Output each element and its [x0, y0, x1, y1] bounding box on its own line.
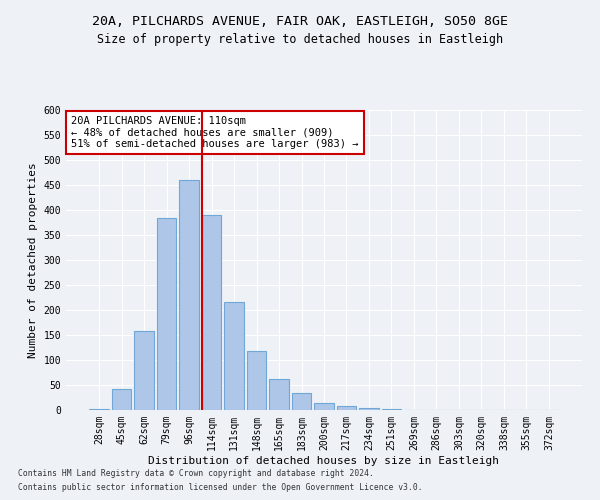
X-axis label: Distribution of detached houses by size in Eastleigh: Distribution of detached houses by size …: [149, 456, 499, 466]
Text: 20A PILCHARDS AVENUE: 110sqm
← 48% of detached houses are smaller (909)
51% of s: 20A PILCHARDS AVENUE: 110sqm ← 48% of de…: [71, 116, 359, 149]
Bar: [359, 408, 379, 410]
Text: Contains public sector information licensed under the Open Government Licence v3: Contains public sector information licen…: [18, 484, 422, 492]
Bar: [337, 406, 356, 410]
Text: Contains HM Land Registry data © Crown copyright and database right 2024.: Contains HM Land Registry data © Crown c…: [18, 468, 374, 477]
Bar: [134, 331, 154, 410]
Bar: [157, 218, 176, 410]
Y-axis label: Number of detached properties: Number of detached properties: [28, 162, 38, 358]
Bar: [292, 392, 311, 410]
Bar: [112, 388, 131, 410]
Bar: [89, 408, 109, 410]
Bar: [202, 215, 221, 410]
Bar: [269, 378, 289, 410]
Bar: [314, 402, 334, 410]
Bar: [247, 351, 266, 410]
Bar: [179, 180, 199, 410]
Text: 20A, PILCHARDS AVENUE, FAIR OAK, EASTLEIGH, SO50 8GE: 20A, PILCHARDS AVENUE, FAIR OAK, EASTLEI…: [92, 15, 508, 28]
Bar: [382, 409, 401, 410]
Bar: [224, 302, 244, 410]
Text: Size of property relative to detached houses in Eastleigh: Size of property relative to detached ho…: [97, 32, 503, 46]
